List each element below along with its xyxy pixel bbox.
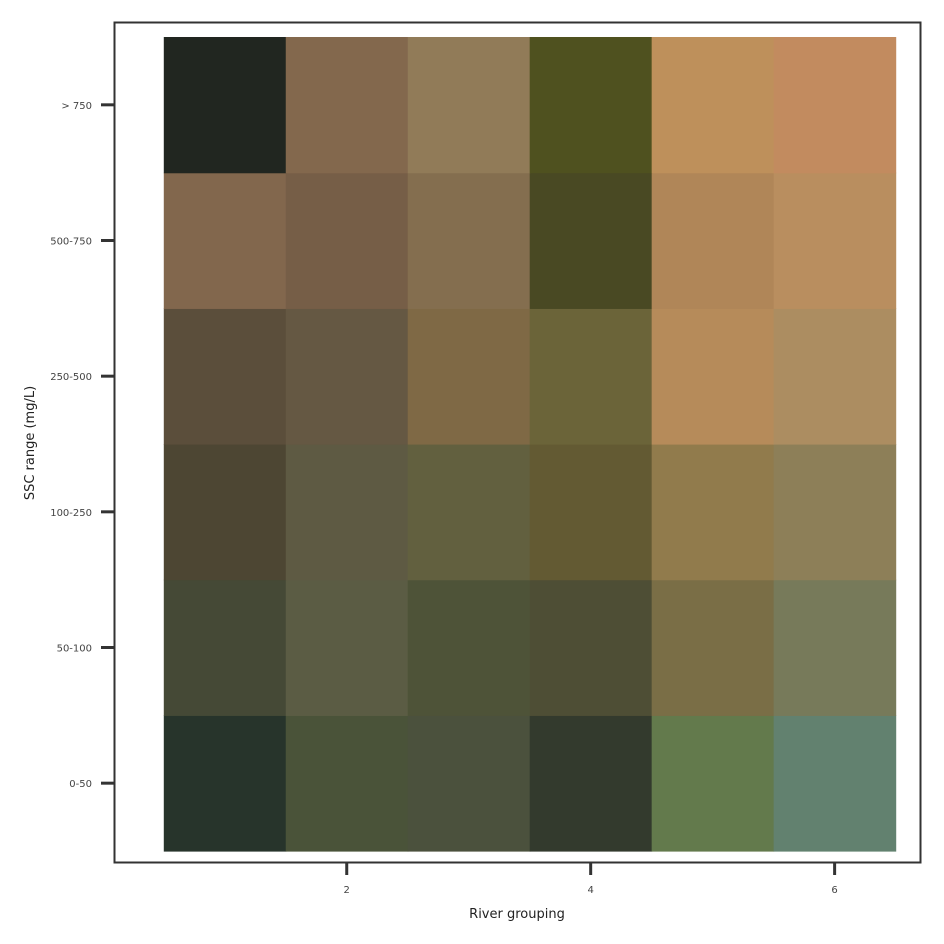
y-tick-label: 100-250 xyxy=(50,508,92,519)
heatmap-cell xyxy=(163,37,287,174)
heatmap-cell xyxy=(163,715,287,852)
x-tick-label: 6 xyxy=(831,885,837,896)
heatmap-cell xyxy=(773,37,897,174)
x-tick-label: 2 xyxy=(344,885,350,896)
heatmap-cell xyxy=(529,579,653,716)
heatmap-cell xyxy=(407,37,531,174)
heatmap-cell xyxy=(773,172,897,309)
heatmap-cell xyxy=(407,444,531,581)
heatmap-cell xyxy=(163,308,287,445)
heatmap-cell xyxy=(651,172,775,309)
y-tick-label: 500-750 xyxy=(50,237,92,248)
y-tick-label: 0-50 xyxy=(69,779,92,790)
heatmap-cell xyxy=(529,172,653,309)
heatmap-cell xyxy=(529,444,653,581)
heatmap-cell xyxy=(407,579,531,716)
y-tick-label: > 750 xyxy=(61,101,92,112)
heatmap-cell xyxy=(285,579,409,716)
x-axis-title: River grouping xyxy=(469,907,565,922)
heatmap-cell xyxy=(651,444,775,581)
heatmap-cell xyxy=(285,444,409,581)
heatmap-cell xyxy=(163,172,287,309)
heatmap-cell xyxy=(407,308,531,445)
heatmap-cell xyxy=(773,715,897,852)
y-tick-label: 250-500 xyxy=(50,372,92,383)
heatmap-cell xyxy=(529,37,653,174)
heatmap-cell xyxy=(773,579,897,716)
heatmap-cell xyxy=(529,715,653,852)
heatmap-cell xyxy=(285,172,409,309)
heatmap-cell xyxy=(773,308,897,445)
x-tick-label: 4 xyxy=(587,885,593,896)
x-axis: 2 4 6 xyxy=(344,863,838,896)
heatmap-cell xyxy=(651,715,775,852)
heatmap-cell xyxy=(651,308,775,445)
y-axis: 0-50 50-100 100-250 250-500 500-750 > 750 xyxy=(50,101,114,790)
heatmap-cell xyxy=(163,444,287,581)
y-tick-label: 50-100 xyxy=(57,644,92,655)
heatmap-cell xyxy=(529,308,653,445)
heatmap-cell xyxy=(285,308,409,445)
heatmap-cell xyxy=(651,579,775,716)
heatmap-cell xyxy=(285,37,409,174)
heatmap-cell xyxy=(773,444,897,581)
heatmap-cell xyxy=(407,715,531,852)
heatmap-cell xyxy=(651,37,775,174)
heatmap-cell xyxy=(407,172,531,309)
heatmap-cell xyxy=(285,715,409,852)
y-axis-title: SSC range (mg/L) xyxy=(23,386,38,500)
heatmap-cells xyxy=(163,37,897,852)
heatmap-cell xyxy=(163,579,287,716)
